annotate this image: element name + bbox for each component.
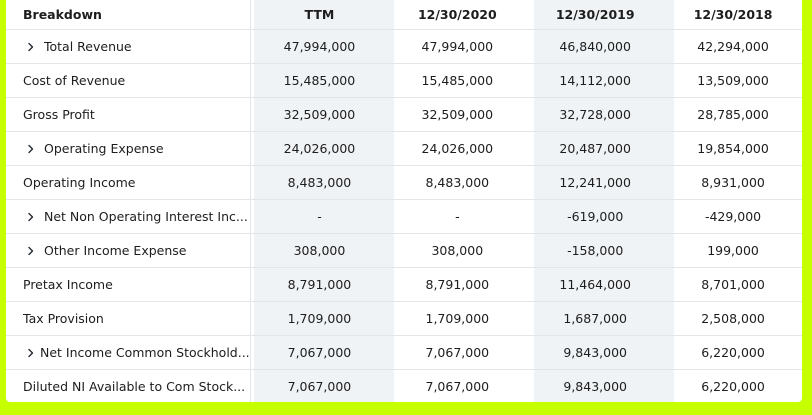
row-label-cell[interactable]: Other Income Expense <box>6 234 251 267</box>
chevron-right-icon[interactable] <box>26 246 40 256</box>
chevron-right-icon[interactable] <box>26 212 40 222</box>
row-value-cell: 9,843,000 <box>563 379 627 394</box>
row-label-cell: Pretax Income <box>6 268 251 301</box>
table-row: Gross Profit 32,509,000 32,509,000 32,728,0… <box>6 98 802 132</box>
table-header: Breakdown TTM 12/30/2020 12/30/2019 12/3… <box>6 0 802 30</box>
row-label: Total Revenue <box>44 39 132 54</box>
row-value-cell: 12,241,000 <box>559 175 631 190</box>
row-value-cell: 7,067,000 <box>425 345 490 360</box>
table-row: Operating Income 8,483,000 8,483,000 12,241… <box>6 166 802 200</box>
row-value-cell: -619,000 <box>567 209 624 224</box>
table-row[interactable]: Total Revenue 47,994,000 47,994,000 46,840,… <box>6 30 802 64</box>
row-value-cell: 15,485,000 <box>283 73 356 88</box>
header-col-2020: 12/30/2020 <box>417 7 497 22</box>
table-row: Tax Provision 1,709,000 1,709,000 1,687,000… <box>6 302 802 336</box>
row-label: Tax Provision <box>23 311 104 326</box>
row-label: Net Income Common Stockhold... <box>40 345 250 360</box>
row-value-cell: 46,840,000 <box>559 39 631 54</box>
header-breakdown: Breakdown <box>6 0 251 29</box>
table-row: Diluted NI Available to Com Stock... 7,06… <box>6 370 802 402</box>
chevron-right-icon[interactable] <box>26 348 36 358</box>
row-value-cell: 8,931,000 <box>701 175 765 190</box>
row-label: Other Income Expense <box>44 243 187 258</box>
row-value-cell: 7,067,000 <box>287 379 352 394</box>
row-label: Operating Expense <box>44 141 164 156</box>
row-value-cell: 8,483,000 <box>425 175 490 190</box>
row-value-cell: 32,509,000 <box>421 107 494 122</box>
row-value-cell: 6,220,000 <box>701 379 765 394</box>
row-label: Net Non Operating Interest Inc... <box>44 209 248 224</box>
row-value-cell: 1,709,000 <box>287 311 352 326</box>
row-label-cell[interactable]: Net Non Operating Interest Inc... <box>6 200 251 233</box>
row-label-cell[interactable]: Total Revenue <box>6 30 251 63</box>
row-label: Pretax Income <box>23 277 113 292</box>
row-value-cell: 308,000 <box>431 243 484 258</box>
row-value-cell: 199,000 <box>707 243 759 258</box>
row-value-cell: 47,994,000 <box>283 39 356 54</box>
row-value-cell: -158,000 <box>567 243 624 258</box>
row-value-cell: 13,509,000 <box>697 73 769 88</box>
row-value-cell: 24,026,000 <box>421 141 494 156</box>
row-label-cell[interactable]: Operating Expense <box>6 132 251 165</box>
row-value-cell: 11,464,000 <box>559 277 631 292</box>
row-value-cell: 7,067,000 <box>287 345 352 360</box>
chevron-right-icon[interactable] <box>26 42 40 52</box>
header-col-2018: 12/30/2018 <box>693 7 773 22</box>
row-value-cell: 7,067,000 <box>425 379 490 394</box>
row-value-cell: 6,220,000 <box>701 345 765 360</box>
row-label-cell: Gross Profit <box>6 98 251 131</box>
row-value-cell: 2,508,000 <box>701 311 765 326</box>
row-value-cell: 8,483,000 <box>287 175 352 190</box>
header-col-ttm: TTM <box>304 7 335 22</box>
row-value-cell: 42,294,000 <box>697 39 769 54</box>
row-value-cell: 28,785,000 <box>697 107 769 122</box>
row-value-cell: 308,000 <box>293 243 346 258</box>
row-value-cell: 1,709,000 <box>425 311 490 326</box>
row-value-cell: -429,000 <box>704 209 762 224</box>
row-label-cell: Diluted NI Available to Com Stock... <box>6 370 251 402</box>
row-label-cell: Tax Provision <box>6 302 251 335</box>
row-label: Diluted NI Available to Com Stock... <box>23 379 246 394</box>
row-value-cell: 32,728,000 <box>559 107 631 122</box>
row-value-cell: 9,843,000 <box>563 345 627 360</box>
table-row: Cost of Revenue 15,485,000 15,485,000 14,11… <box>6 64 802 98</box>
row-value-cell: - <box>317 209 322 224</box>
row-value-cell: 1,687,000 <box>563 311 627 326</box>
row-value-cell: 8,791,000 <box>287 277 352 292</box>
row-label-cell: Cost of Revenue <box>6 64 251 97</box>
row-label: Gross Profit <box>23 107 95 122</box>
row-label: Cost of Revenue <box>23 73 126 88</box>
row-value-cell: 20,487,000 <box>559 141 631 156</box>
row-value-cell: 32,509,000 <box>283 107 356 122</box>
table-row[interactable]: Net Income Common Stockhold... 7,067,000 7… <box>6 336 802 370</box>
row-value-cell: 47,994,000 <box>421 39 494 54</box>
row-label-cell[interactable]: Net Income Common Stockhold... <box>6 336 251 369</box>
table-row[interactable]: Net Non Operating Interest Inc... - - -619,… <box>6 200 802 234</box>
row-value-cell: 15,485,000 <box>421 73 494 88</box>
table-row: Pretax Income 8,791,000 8,791,000 11,464,00… <box>6 268 802 302</box>
row-label: Operating Income <box>23 175 136 190</box>
chevron-right-icon[interactable] <box>26 144 40 154</box>
row-label-cell: Operating Income <box>6 166 251 199</box>
row-value-cell: 8,701,000 <box>701 277 765 292</box>
row-value-cell: 24,026,000 <box>283 141 356 156</box>
table-row[interactable]: Other Income Expense 308,000 308,000 -158,0… <box>6 234 802 268</box>
header-col-2019: 12/30/2019 <box>555 7 635 22</box>
row-value-cell: 14,112,000 <box>559 73 631 88</box>
row-value-cell: - <box>455 209 460 224</box>
row-value-cell: 8,791,000 <box>425 277 490 292</box>
table-row[interactable]: Operating Expense 24,026,000 24,026,000 20,… <box>6 132 802 166</box>
row-value-cell: 19,854,000 <box>697 141 769 156</box>
financials-table: Breakdown TTM 12/30/2020 12/30/2019 12/3… <box>6 0 802 402</box>
